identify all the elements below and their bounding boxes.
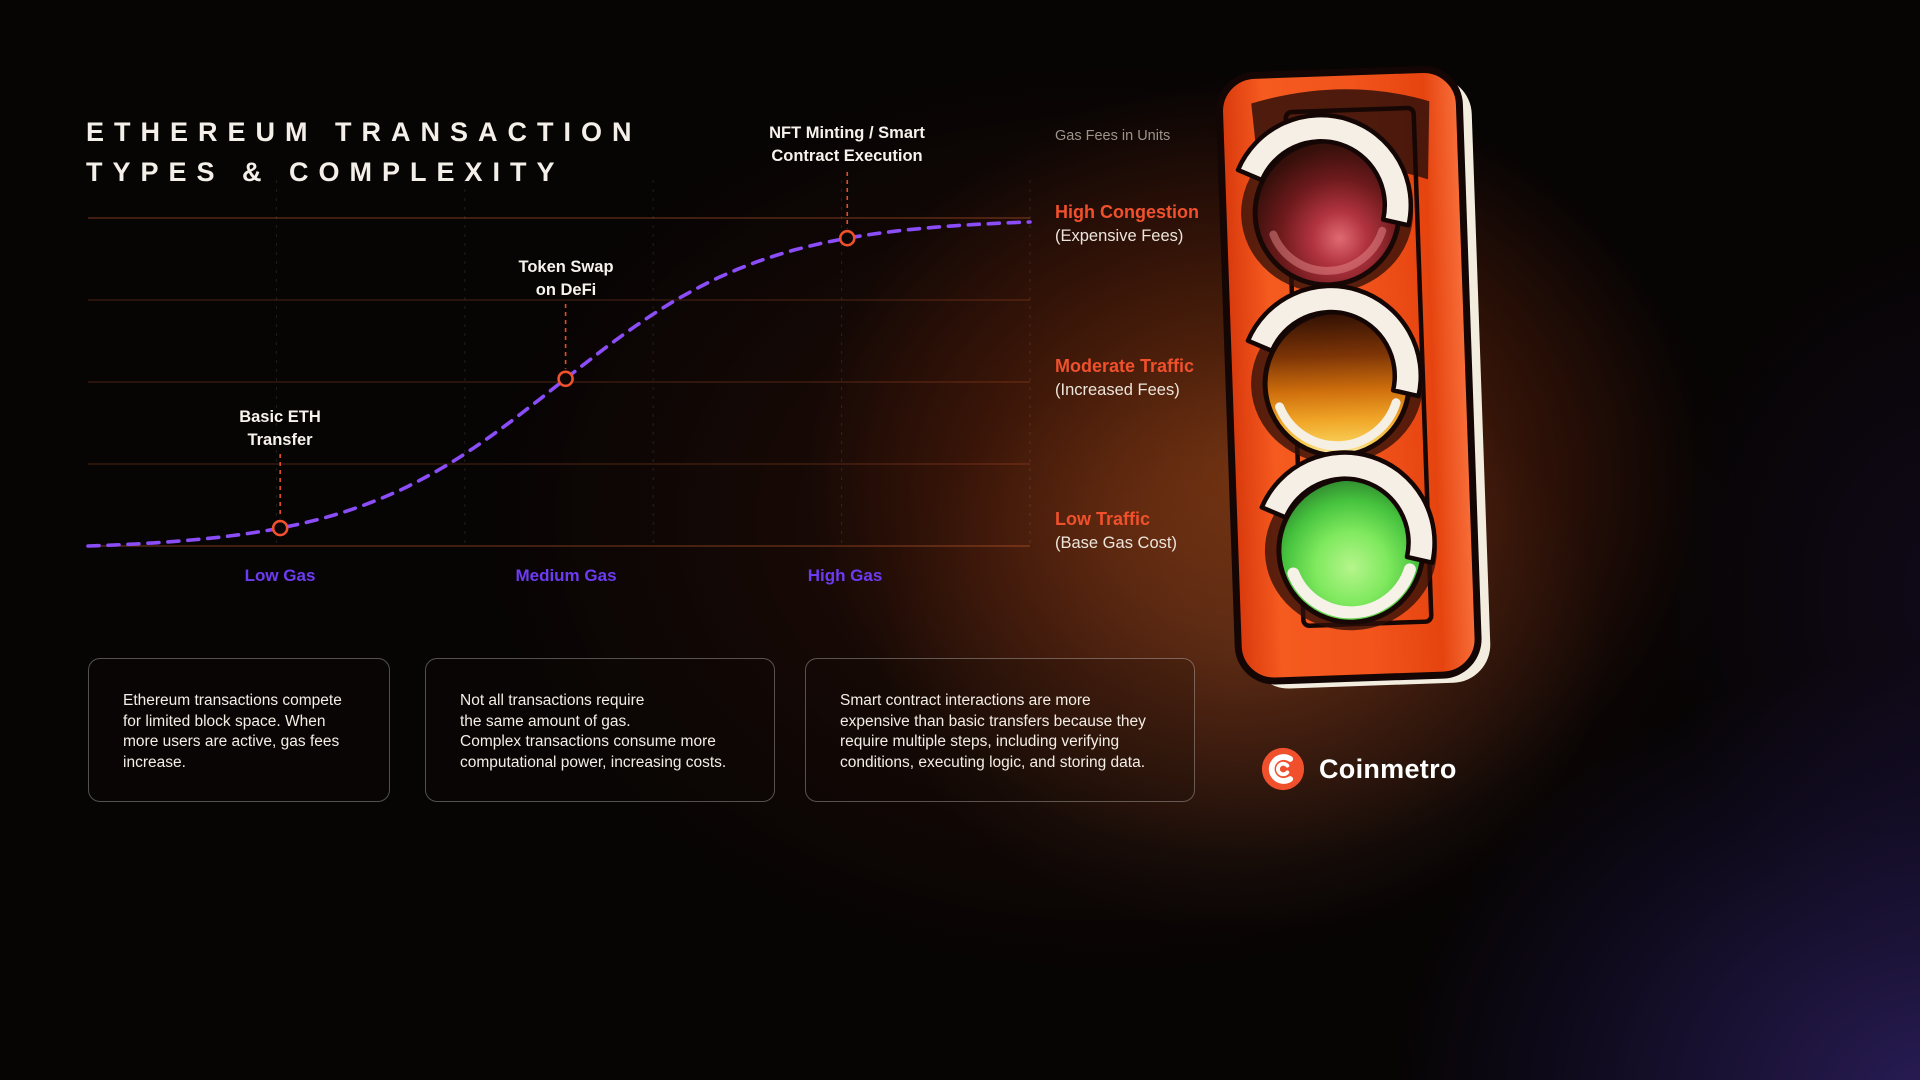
point-label-nft-minting: NFT Minting / Smart Contract Execution <box>769 124 925 165</box>
traffic-light-illustration <box>1216 65 1491 689</box>
brand-name: Coinmetro <box>1319 753 1457 784</box>
level-sublabel: (Base Gas Cost) <box>1055 534 1177 552</box>
info-card-smart-contracts: Smart contract interactions are more exp… <box>805 658 1195 802</box>
gas-curve <box>86 220 1032 548</box>
level-label: Low Traffic <box>1055 509 1151 529</box>
coinmetro-logo-icon <box>1261 747 1305 791</box>
level-sublabel: (Expensive Fees) <box>1055 227 1184 245</box>
info-card-text: Smart contract interactions are more exp… <box>840 692 1146 771</box>
y-axis-title: Gas Fees in Units <box>1055 128 1171 144</box>
info-card-gas-amount: Not all transactions require the same am… <box>425 658 775 802</box>
gas-fee-chart <box>86 172 1032 548</box>
x-tick-medium-gas: Medium Gas <box>515 566 617 585</box>
y-level-high-congestion: High Congestion (Expensive Fees) <box>1055 202 1199 246</box>
data-point-marker <box>271 519 289 537</box>
brand-logo: Coinmetro <box>1260 746 1457 792</box>
point-label-token-swap-defi: Token Swap on DeFi <box>518 258 614 299</box>
x-tick-low-gas: Low Gas <box>244 566 316 585</box>
info-card-text: Not all transactions require the same am… <box>460 692 727 771</box>
point-label-basic-eth-transfer: Basic ETH Transfer <box>239 408 321 449</box>
data-point-marker <box>838 229 856 247</box>
data-point-marker <box>557 370 574 388</box>
level-label: Moderate Traffic <box>1055 356 1195 376</box>
y-level-low-traffic: Low Traffic (Base Gas Cost) <box>1055 509 1177 553</box>
page-title: ETHEREUM TRANSACTION TYPES & COMPLEXITY <box>86 117 642 187</box>
level-sublabel: (Increased Fees) <box>1055 381 1180 399</box>
y-level-moderate-traffic: Moderate Traffic (Increased Fees) <box>1055 356 1194 400</box>
info-card-text: Ethereum transactions compete for limite… <box>123 692 342 771</box>
info-card-block-space: Ethereum transactions compete for limite… <box>88 658 390 802</box>
x-tick-high-gas: High Gas <box>807 566 883 585</box>
level-label: High Congestion <box>1055 202 1199 222</box>
